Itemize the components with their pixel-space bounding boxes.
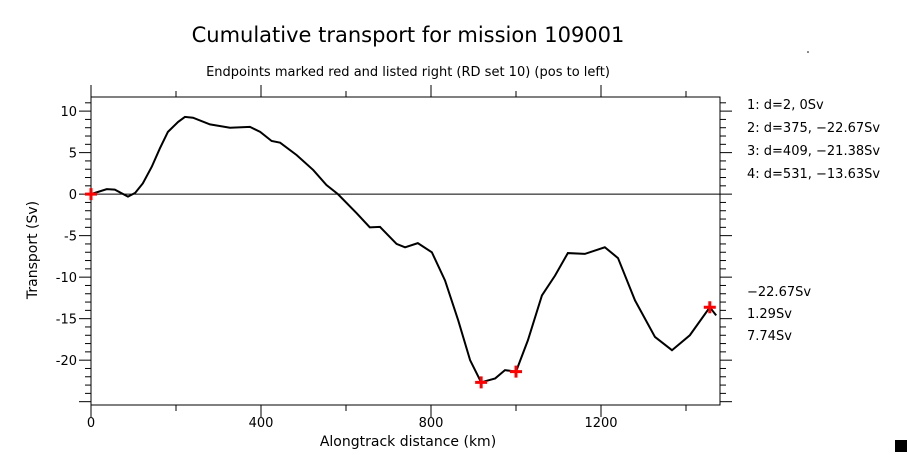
corner-square — [895, 440, 907, 452]
plot-frame — [90, 96, 721, 406]
y-tick-label: 10 — [60, 105, 77, 120]
x-tick-label: 400 — [249, 416, 274, 431]
y-tick-label: -10 — [56, 271, 77, 286]
endpoint-list-item: 2: d=375, −22.67Sv — [747, 121, 880, 136]
summary-value: −22.67Sv — [747, 285, 811, 300]
transport-curve — [90, 115, 717, 384]
y-tick-label: 5 — [69, 147, 77, 162]
x-tick-label: 1200 — [584, 416, 617, 431]
y-axis-label: Transport (Sv) — [25, 201, 41, 300]
chart-title: Cumulative transport for mission 109001 — [192, 23, 625, 47]
y-tick-label: -15 — [56, 313, 77, 328]
summary-value: 1.29Sv — [747, 307, 792, 322]
summary-value: 7.74Sv — [747, 329, 792, 344]
endpoint-marker — [85, 188, 97, 201]
endpoint-list-item: 1: d=2, 0Sv — [747, 98, 824, 113]
stray-dot — [807, 51, 809, 53]
chart-subtitle: Endpoints marked red and listed right (R… — [206, 65, 610, 80]
y-tick-label: -20 — [56, 354, 77, 369]
x-tick-label: 800 — [419, 416, 444, 431]
endpoint-marker — [703, 301, 716, 314]
y-tick-label: -5 — [64, 230, 77, 245]
endpoint-marker — [510, 365, 522, 378]
endpoint-list-item: 4: d=531, −13.63Sv — [747, 167, 880, 182]
x-axis-label: Alongtrack distance (km) — [320, 434, 496, 450]
endpoint-marker — [475, 376, 488, 389]
y-tick-label: 0 — [69, 188, 77, 203]
endpoint-list-item: 3: d=409, −21.38Sv — [747, 144, 880, 159]
x-tick-label: 0 — [87, 416, 95, 431]
